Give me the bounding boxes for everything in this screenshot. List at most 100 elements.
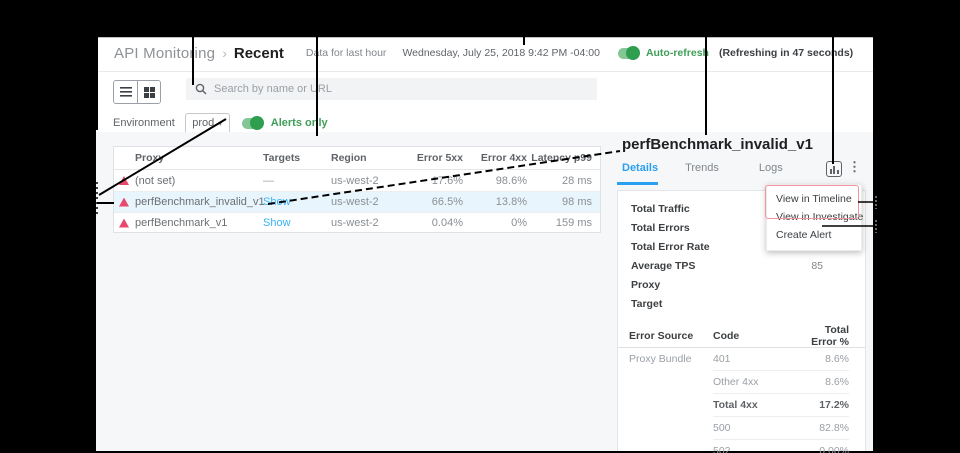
proxy-table: Proxy Targets Region Error 5xx Error 4xx… <box>113 146 601 233</box>
error-table-row: 502 0.00% <box>618 440 865 453</box>
kebab-menu-button[interactable]: ⋮ <box>848 159 861 174</box>
proxy-name: perfBenchmark_v1 <box>135 217 228 229</box>
alerts-only-toggle[interactable] <box>241 115 264 130</box>
menu-item-create-alert[interactable]: Create Alert <box>776 229 832 241</box>
bar-icon <box>836 170 839 174</box>
col-error4xx[interactable]: Error 4xx <box>480 152 527 164</box>
stat-value <box>749 298 823 310</box>
stat-label: Total Error Rate <box>631 241 710 253</box>
error-table-header: Error Source Code Total Error % <box>618 324 865 348</box>
error-source-cell: Proxy Bundle <box>629 353 692 365</box>
pct-cell: 8.6% <box>825 376 849 388</box>
code-cell: Total 4xx <box>713 399 758 411</box>
tab-details[interactable]: Details <box>622 162 659 174</box>
list-icon <box>119 87 132 97</box>
code-cell: 401 <box>713 353 731 365</box>
divider <box>713 393 849 394</box>
error-table-row: Other 4xx 8.6% <box>618 371 865 393</box>
latency-cell: 98 ms <box>562 196 592 208</box>
grid-view-button[interactable] <box>137 81 160 103</box>
chart-button[interactable] <box>826 161 842 177</box>
data-range-label: Data for last hour <box>305 47 387 59</box>
pct-cell: 17.2% <box>819 399 849 411</box>
targets-cell: — <box>263 174 274 187</box>
refresh-countdown-label: (Refreshing in 47 seconds) <box>718 47 854 59</box>
environment-dropdown[interactable]: prod ▾ <box>184 112 230 134</box>
code-cell: 500 <box>713 422 731 434</box>
region-cell: us-west-2 <box>331 196 379 208</box>
error-table-row: Total 4xx 17.2% <box>618 394 865 416</box>
chevron-down-icon: ▾ <box>218 118 223 128</box>
stat-label: Total Errors <box>631 222 690 234</box>
alert-triangle-icon <box>119 176 129 185</box>
auto-refresh-toggle[interactable] <box>617 45 640 60</box>
toggle-knob-icon <box>249 115 264 130</box>
table-row[interactable]: (not set) — us-west-2 17.6% 98.6% 28 ms <box>114 170 600 191</box>
grid-icon <box>143 86 155 98</box>
divider <box>713 370 849 371</box>
error5xx-cell: 0.04% <box>431 217 463 229</box>
search-icon <box>195 83 207 95</box>
menu-item-view-in-timeline[interactable]: View in Timeline <box>776 193 852 205</box>
show-targets-link[interactable]: Show <box>263 196 291 208</box>
alert-triangle-icon <box>119 197 129 207</box>
col-latency[interactable]: Latency p99 <box>531 152 592 164</box>
latency-cell: 28 ms <box>562 174 592 187</box>
error4xx-cell: 98.6% <box>495 174 527 187</box>
details-tabs: Details Trends Logs <box>622 162 783 174</box>
toggle-knob-icon <box>625 45 640 60</box>
error-source-table: Error Source Code Total Error % Proxy Bu… <box>618 324 865 453</box>
divider <box>713 439 849 440</box>
show-targets-link[interactable]: Show <box>263 217 291 229</box>
table-header-row: Proxy Targets Region Error 5xx Error 4xx… <box>114 147 600 170</box>
environment-row: Environment prod ▾ Alerts only <box>113 112 328 134</box>
tab-logs[interactable]: Logs <box>758 162 783 174</box>
pct-cell: 8.6% <box>825 353 849 365</box>
error4xx-cell: 13.8% <box>495 196 527 208</box>
pct-cell: 82.8% <box>819 422 849 434</box>
stat-label: Proxy <box>631 279 661 291</box>
error5xx-cell: 66.5% <box>431 196 463 208</box>
search-input[interactable] <box>214 83 564 95</box>
breadcrumb[interactable]: API Monitoring <box>114 44 216 62</box>
col-error5xx[interactable]: Error 5xx <box>416 152 463 164</box>
search-field[interactable] <box>186 78 597 100</box>
table-row[interactable]: perfBenchmark_v1 Show us-west-2 0.04% 0%… <box>114 212 600 233</box>
breadcrumb-chevron-icon: › <box>222 45 227 61</box>
col-code: Code <box>713 330 740 342</box>
col-proxy[interactable]: Proxy <box>135 152 165 164</box>
code-cell: Other 4xx <box>713 376 759 388</box>
proxy-name: perfBenchmark_invalid_v1 <box>135 196 265 208</box>
col-region[interactable]: Region <box>331 152 367 164</box>
alert-triangle-icon <box>119 218 129 228</box>
list-view-button[interactable] <box>114 81 137 103</box>
error5xx-cell: 17.6% <box>431 174 463 187</box>
tab-trends[interactable]: Trends <box>685 162 719 174</box>
col-error-source: Error Source <box>629 330 694 342</box>
stat-label: Target <box>631 298 663 310</box>
auto-refresh-label: Auto-refresh <box>645 47 709 59</box>
pct-cell: 0.00% <box>819 445 849 453</box>
toolbar: Environment prod ▾ Alerts only <box>96 72 873 134</box>
details-panel-title: perfBenchmark_invalid_v1 <box>622 136 813 153</box>
context-menu: View in Timeline View in Investigate Cre… <box>766 184 864 251</box>
col-targets[interactable]: Targets <box>263 152 301 164</box>
environment-value: prod <box>192 117 215 129</box>
stat-label: Total Traffic <box>631 203 690 215</box>
bar-icon <box>833 165 835 174</box>
active-tab-indicator <box>617 182 658 185</box>
col-total-error-pct: Total Error % <box>811 324 849 348</box>
code-cell: 502 <box>713 445 731 453</box>
error-table-row: 500 82.8% <box>618 417 865 439</box>
error4xx-cell: 0% <box>511 217 527 229</box>
stat-value: 85 <box>811 260 823 272</box>
stat-label: Average TPS <box>631 260 696 272</box>
alerts-only-label: Alerts only <box>270 117 328 129</box>
divider <box>713 416 849 417</box>
view-switcher <box>113 80 161 104</box>
stat-value <box>749 279 823 291</box>
menu-item-view-in-investigate[interactable]: View in Investigate <box>776 211 864 223</box>
proxy-name: (not set) <box>135 174 176 187</box>
table-row-selected[interactable]: perfBenchmark_invalid_v1 Show us-west-2 … <box>114 191 600 212</box>
